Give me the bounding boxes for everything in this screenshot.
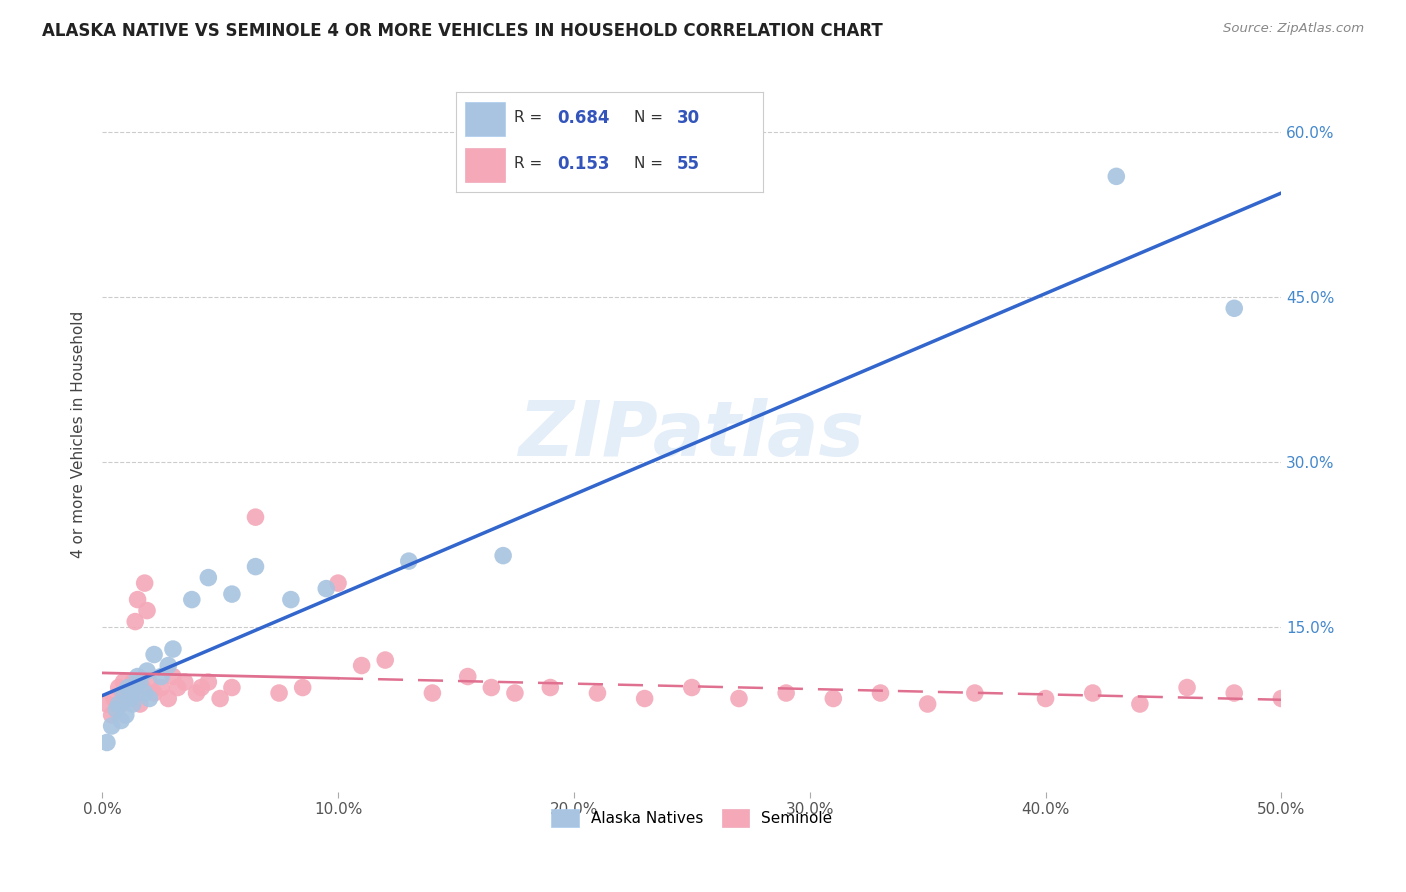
Point (681, 681, 703, 695)
Point (134, 576, 156, 591)
Point (100, 708, 122, 723)
Text: ZIPatlas: ZIPatlas (519, 398, 865, 472)
Point (398, 554, 420, 568)
Text: ALASKA NATIVE VS SEMINOLE 4 OR MORE VEHICLES IN HOUSEHOLD CORRELATION CHART: ALASKA NATIVE VS SEMINOLE 4 OR MORE VEHI… (42, 22, 883, 40)
Text: Source: ZipAtlas.com: Source: ZipAtlas.com (1223, 22, 1364, 36)
Point (350, 658, 373, 673)
Point (138, 691, 160, 706)
Point (110, 697, 132, 711)
Point (190, 681, 212, 695)
Point (117, 681, 139, 695)
Point (267, 686, 290, 700)
Point (124, 615, 146, 629)
Point (503, 686, 526, 700)
Point (422, 686, 444, 700)
Point (492, 549, 515, 563)
Point (963, 686, 986, 700)
Point (775, 686, 797, 700)
Point (157, 658, 180, 673)
Legend: Alaska Natives, Seminole: Alaska Natives, Seminole (544, 801, 839, 834)
Point (633, 691, 655, 706)
Point (173, 675, 195, 690)
Point (136, 664, 159, 678)
Point (1270, 691, 1292, 706)
Point (1105, 169, 1128, 184)
Point (127, 592, 149, 607)
Point (221, 681, 243, 695)
Point (457, 669, 479, 683)
Point (823, 691, 845, 706)
Point (291, 681, 314, 695)
Point (245, 559, 267, 574)
Point (586, 686, 609, 700)
Point (315, 582, 337, 596)
Point (96, 697, 118, 711)
Point (197, 571, 219, 585)
Point (117, 681, 139, 695)
Point (245, 510, 267, 524)
Point (221, 587, 243, 601)
Point (127, 669, 149, 683)
Point (538, 681, 561, 695)
Point (162, 642, 184, 657)
Point (280, 592, 302, 607)
Point (728, 691, 751, 706)
Point (326, 576, 349, 591)
Point (114, 686, 136, 700)
Point (143, 686, 166, 700)
Point (479, 681, 502, 695)
Point (917, 697, 939, 711)
Point (157, 691, 180, 706)
Point (1129, 697, 1152, 711)
Point (150, 681, 173, 695)
Point (209, 691, 232, 706)
Point (122, 675, 145, 690)
Point (112, 686, 135, 700)
Point (869, 686, 891, 700)
Point (105, 702, 128, 716)
Point (1223, 686, 1246, 700)
Y-axis label: 4 or more Vehicles in Household: 4 or more Vehicles in Household (72, 311, 86, 558)
Point (374, 653, 396, 667)
Point (180, 592, 202, 607)
Point (114, 708, 136, 723)
Point (107, 681, 129, 695)
Point (129, 675, 152, 690)
Point (124, 681, 146, 695)
Point (103, 691, 125, 706)
Point (100, 719, 122, 733)
Point (110, 714, 132, 728)
Point (138, 675, 160, 690)
Point (1175, 681, 1198, 695)
Point (1035, 691, 1057, 706)
Point (136, 604, 159, 618)
Point (1223, 301, 1246, 316)
Point (131, 681, 153, 695)
Point (120, 691, 142, 706)
Point (197, 675, 219, 690)
Point (120, 691, 142, 706)
Point (122, 697, 145, 711)
Point (112, 675, 135, 690)
Point (107, 697, 129, 711)
Point (105, 702, 128, 716)
Point (166, 681, 188, 695)
Point (162, 669, 184, 683)
Point (96, 735, 118, 749)
Point (1081, 686, 1104, 700)
Point (143, 648, 166, 662)
Point (186, 686, 208, 700)
Point (134, 686, 156, 700)
Point (129, 697, 152, 711)
Point (150, 669, 173, 683)
